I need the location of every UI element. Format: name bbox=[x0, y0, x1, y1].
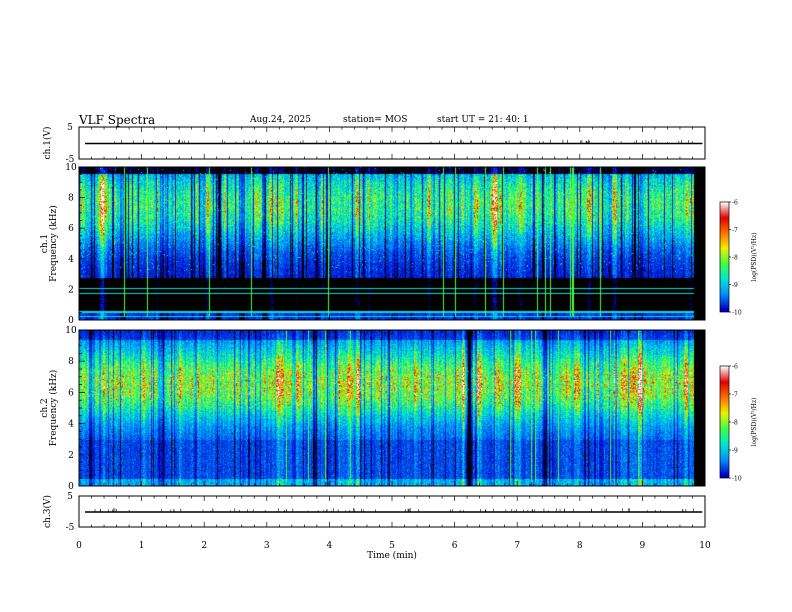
ch2-spectrogram-axes-ytick-label: 8 bbox=[68, 357, 74, 367]
ch2-colorbar-scale bbox=[720, 366, 729, 478]
ch2-spectrogram-axes-ylabel: Frequency (kHz) bbox=[48, 370, 59, 447]
ch3-waveform-axes-xtick-label: 3 bbox=[264, 541, 270, 551]
ch2-spectrogram-axes-ytick-label: 4 bbox=[68, 420, 74, 430]
ch1-colorbar-tick-label: -8 bbox=[732, 255, 738, 262]
ch3-waveform-axes-ylabel: ch.3(V) bbox=[42, 495, 53, 528]
ch1-colorbar-tick-label: -7 bbox=[732, 227, 738, 234]
ch2-spectrogram-axes-ytick-label: 6 bbox=[68, 388, 74, 398]
chart-title: VLF Spectra bbox=[79, 113, 156, 127]
ch1-colorbar-tick-label: -9 bbox=[732, 282, 738, 289]
ch1-spectrogram-axes-ytick-label: 10 bbox=[65, 163, 77, 173]
ch3-waveform-axes-xtick-label: 4 bbox=[327, 541, 333, 551]
ch2-colorbar-label: log(PSD)(V²/Hz) bbox=[751, 398, 758, 447]
axis-labels: -6 -7 -8 -9 -10 log(PSD)(V²/Hz) -6 -7 -8 -9 -10 log… bbox=[40, 123, 758, 561]
ch3-waveform-axes-xtick-label: 8 bbox=[577, 541, 583, 551]
ch1-waveform-axes-ylabel: ch.1(V) bbox=[42, 127, 53, 160]
ch1-colorbar-tick-label: -10 bbox=[732, 310, 742, 317]
ch2-colorbar-tick-label: -9 bbox=[732, 448, 738, 455]
ch1-spectrogram-axes-ylabel: Frequency (kHz) bbox=[48, 205, 59, 282]
ch3-waveform-axes-xtick-label: 10 bbox=[699, 541, 711, 551]
ch2-colorbar-tick-label: -7 bbox=[732, 392, 738, 399]
ch2-spectrogram-axes-ytick-label: 10 bbox=[65, 326, 77, 336]
ch2-colorbar-tick-label: -8 bbox=[732, 420, 738, 427]
station-label: station= MOS bbox=[343, 115, 408, 125]
ch2-spectrogram-axes-ytick-label: 0 bbox=[68, 482, 74, 492]
ch1-spectrogram-axes-ytick-label: 8 bbox=[68, 194, 74, 204]
ch1-spectrogram-axes-ytick-label: 2 bbox=[68, 285, 74, 295]
ch2-spectrogram bbox=[79, 330, 705, 486]
start-time-label: start UT = 21: 40: 1 bbox=[437, 115, 529, 125]
ch3-waveform-axes-xtick-label: 2 bbox=[201, 541, 207, 551]
ch3-waveform-axes-xtick-label: 0 bbox=[76, 541, 82, 551]
spectrogram-images bbox=[79, 167, 729, 486]
panel-frames bbox=[78, 126, 731, 528]
ch1-spectrogram-axes-ytick-label: 4 bbox=[68, 255, 74, 265]
ch3-waveform-axes-ytick-label: -5 bbox=[66, 523, 75, 533]
ch3-waveform-axes-xtick-label: 1 bbox=[139, 541, 145, 551]
ch2-spectrogram-axes-channel-label: ch.2 bbox=[40, 398, 50, 417]
ch1-spectrogram-axes-ytick-label: 6 bbox=[68, 224, 74, 234]
ch1-colorbar-tick-label: -6 bbox=[732, 200, 738, 207]
ch3-waveform-axes-xtick-label: 5 bbox=[389, 541, 395, 551]
ch1-waveform-axes-ytick-label: 5 bbox=[67, 123, 73, 133]
ch2-spectrogram-axes-ytick-label: 2 bbox=[68, 451, 74, 461]
ch2-colorbar-tick-label: -10 bbox=[732, 476, 742, 483]
ch3-waveform-axes-xlabel: Time (min) bbox=[367, 550, 417, 561]
ch2-colorbar-tick-label: -6 bbox=[732, 364, 738, 371]
waveform-lines bbox=[85, 139, 703, 513]
ch1-spectrogram bbox=[79, 167, 705, 320]
ch1-colorbar-scale bbox=[720, 202, 729, 312]
date-label: Aug.24, 2025 bbox=[250, 115, 311, 125]
ch3-waveform-axes-xtick-label: 9 bbox=[640, 541, 646, 551]
ch3-waveform-axes-xtick-label: 6 bbox=[452, 541, 458, 551]
ch1-colorbar-label: log(PSD)(V²/Hz) bbox=[751, 233, 758, 282]
ch3-waveform-axes-ytick-label: 5 bbox=[67, 492, 73, 502]
ch1-spectrogram-axes-channel-label: ch.1 bbox=[40, 234, 50, 253]
ch1-spectrogram-axes-ytick-label: 0 bbox=[68, 316, 74, 326]
ch1-waveform-axes-ytick-label: -5 bbox=[66, 155, 75, 165]
ch3-waveform-axes-xtick-label: 7 bbox=[514, 541, 520, 551]
